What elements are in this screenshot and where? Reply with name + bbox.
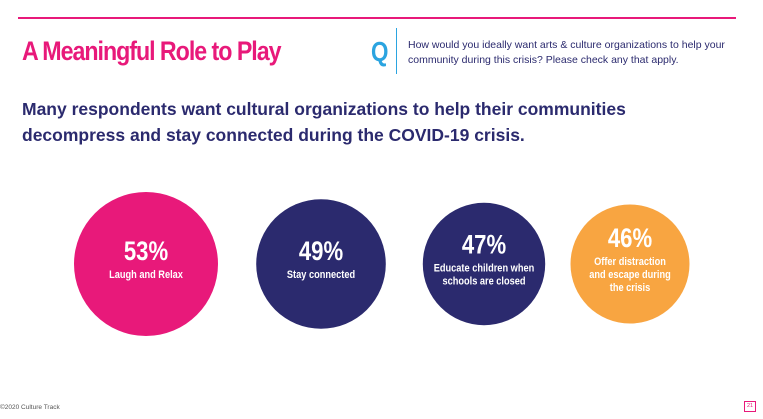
page-number: 21 bbox=[744, 401, 756, 412]
bubble-value-2: 49% bbox=[299, 237, 343, 267]
bubble-label-4-line-2: and escape during bbox=[589, 269, 671, 281]
survey-question: How would you ideally want arts & cultur… bbox=[408, 39, 725, 66]
bubble-label-4-line-1: Offer distraction bbox=[594, 256, 666, 268]
top-rule bbox=[18, 17, 736, 19]
copyright-footer: ©2020 Culture Track bbox=[0, 404, 60, 411]
slide-title: A Meaningful Role to Play bbox=[22, 36, 281, 66]
bubble-label-3-line-2: schools are closed bbox=[442, 276, 525, 288]
bubble-value-4: 46% bbox=[608, 224, 652, 254]
bubble-value-3: 47% bbox=[462, 231, 506, 261]
question-divider bbox=[396, 28, 397, 74]
bubble-2 bbox=[256, 199, 386, 329]
question-mark-label: Q bbox=[371, 36, 389, 67]
bubble-value-1: 53% bbox=[124, 237, 168, 267]
bubble-label-2-line-1: Stay connected bbox=[287, 269, 355, 281]
slide-subtitle: Many respondents want cultural organizat… bbox=[22, 99, 626, 145]
bubble-3 bbox=[422, 202, 546, 326]
bubble-label-4-line-3: the crisis bbox=[610, 282, 651, 294]
bubble-4 bbox=[570, 204, 690, 324]
bubble-label-1-line-1: Laugh and Relax bbox=[109, 269, 183, 281]
bubble-1 bbox=[74, 192, 218, 336]
bubble-label-3-line-1: Educate children when bbox=[434, 263, 534, 275]
